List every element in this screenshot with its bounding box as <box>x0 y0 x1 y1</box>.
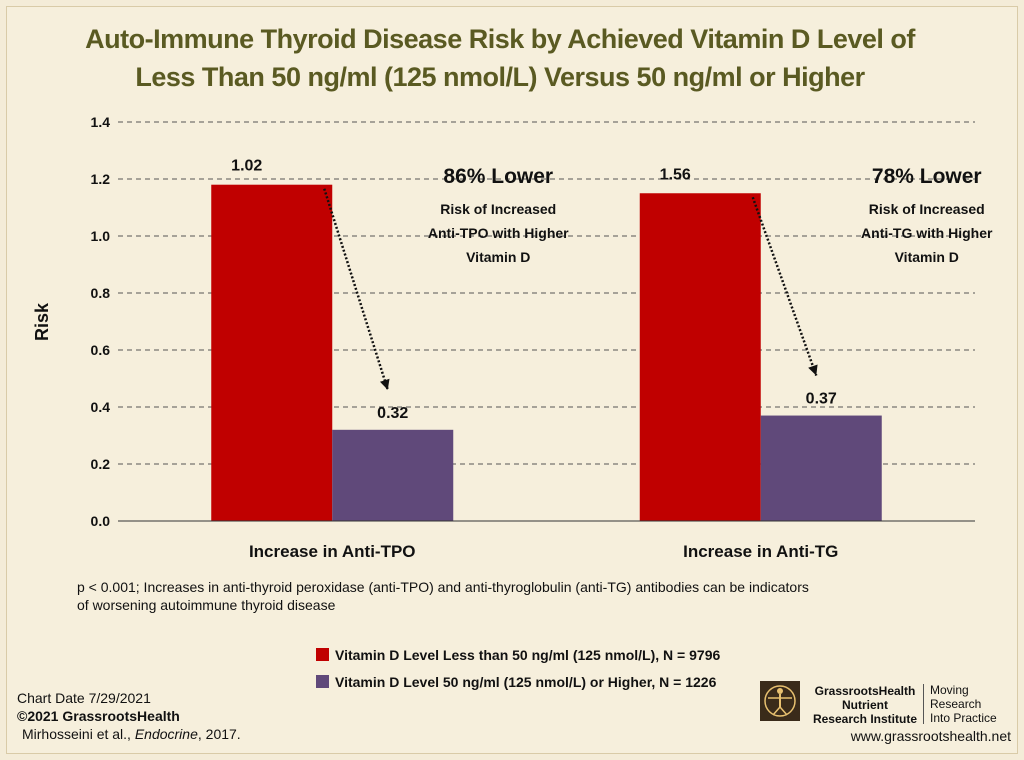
chart-title: Auto-Immune Thyroid Disease Risk by Achi… <box>0 20 1000 96</box>
title-line-1: Auto-Immune Thyroid Disease Risk by Achi… <box>85 24 915 54</box>
annotation-line: Anti-TPO with Higher <box>428 225 569 241</box>
arrowhead <box>808 364 818 376</box>
citation-authors: Mirhosseini et al., <box>22 726 135 742</box>
dotted-arrow <box>751 196 818 376</box>
annotation-line: Risk of Increased <box>869 201 985 217</box>
footnote: p < 0.001; Increases in anti-thyroid per… <box>77 578 907 614</box>
y-tick-label: 0.4 <box>91 399 111 415</box>
legend-swatch-purple <box>316 675 329 688</box>
chart-frame <box>6 6 1018 754</box>
website-link[interactable]: www.grassrootshealth.net <box>850 728 1011 744</box>
bar-value-label: 1.56 <box>660 166 691 183</box>
bar-value-label: 0.37 <box>806 391 837 408</box>
bar-chart: 0.00.20.40.60.81.01.21.4 Risk 1.020.321.… <box>32 114 993 561</box>
category-label: Increase in Anti-TG <box>683 542 838 561</box>
legend: Vitamin D Level Less than 50 ng/ml (125 … <box>316 641 720 695</box>
legend-item-1: Vitamin D Level Less than 50 ng/ml (125 … <box>316 641 720 668</box>
footnote-line-1: p < 0.001; Increases in anti-thyroid per… <box>77 579 809 595</box>
legend-label-1: Vitamin D Level Less than 50 ng/ml (125 … <box>335 646 721 663</box>
annotation-line: Risk of Increased <box>440 201 556 217</box>
bars <box>211 184 882 521</box>
annotations: 86% Lower Risk of Increased Anti-TPO with … <box>428 165 993 265</box>
org-line-1: GrassrootsHealth <box>814 684 916 698</box>
tagline-line-3: Into Practice <box>930 711 997 725</box>
chart-date: Chart Date 7/29/2021 <box>17 690 151 706</box>
y-tick-label: 1.0 <box>91 228 111 244</box>
bar-series-2-1 <box>332 429 454 521</box>
annotation-line: Vitamin D <box>895 249 959 265</box>
category-labels: Increase in Anti-TPO Increase in Anti-TG <box>249 542 838 561</box>
annotation-line: Vitamin D <box>466 249 530 265</box>
arrows <box>323 188 818 391</box>
annotation-headline: 78% Lower <box>872 165 982 188</box>
footnote-line-2: of worsening autoimmune thyroid disease <box>77 597 336 613</box>
arrowhead <box>379 378 390 390</box>
legend-swatch-red <box>316 648 329 661</box>
bar-series-1-1 <box>211 184 333 521</box>
copyright: ©2021 GrassrootsHealth <box>17 708 180 724</box>
tagline: Moving Research Into Practice <box>930 683 1010 725</box>
y-tick-label: 0.8 <box>91 285 111 301</box>
tagline-line-1: Moving <box>930 683 969 697</box>
y-tick-label: 1.4 <box>91 114 111 130</box>
bar-value-label: 1.02 <box>231 158 262 175</box>
citation-year: , 2017. <box>197 726 241 742</box>
bar-series-2-2 <box>760 415 882 521</box>
vitruvian-logo-icon <box>760 681 800 721</box>
title-line-2: Less Than 50 ng/ml (125 nmol/L) Versus 5… <box>135 62 865 92</box>
legend-item-2: Vitamin D Level 50 ng/ml (125 nmol/L) or… <box>316 668 720 695</box>
logo-divider <box>923 684 924 724</box>
annotation-headline: 86% Lower <box>443 165 553 188</box>
y-tick-label: 0.0 <box>91 513 111 529</box>
y-axis-label: Risk <box>32 302 52 341</box>
legend-label-2: Vitamin D Level 50 ng/ml (125 nmol/L) or… <box>335 673 717 690</box>
y-tick-labels: 0.0 0.2 0.4 0.6 0.8 1.0 1.2 1.4 <box>91 114 111 529</box>
citation: Mirhosseini et al., Endocrine, 2017. <box>22 726 241 742</box>
data-labels: 1.02 0.32 1.56 0.37 <box>231 158 837 422</box>
y-tick-label: 1.2 <box>91 171 111 187</box>
org-name: GrassrootsHealth Nutrient Research Insti… <box>806 684 924 726</box>
org-line-2: Nutrient <box>842 698 888 712</box>
citation-journal: Endocrine <box>134 726 198 742</box>
tagline-line-2: Research <box>930 697 982 711</box>
category-label: Increase in Anti-TPO <box>249 542 416 561</box>
y-tick-label: 0.2 <box>91 456 111 472</box>
annotation-line: Anti-TG with Higher <box>861 225 993 241</box>
org-line-3: Research Institute <box>812 712 918 726</box>
bar-series-1-2 <box>639 193 761 521</box>
bar-value-label: 0.32 <box>377 405 408 422</box>
y-tick-label: 0.6 <box>91 342 111 358</box>
dotted-arrow <box>323 188 389 391</box>
